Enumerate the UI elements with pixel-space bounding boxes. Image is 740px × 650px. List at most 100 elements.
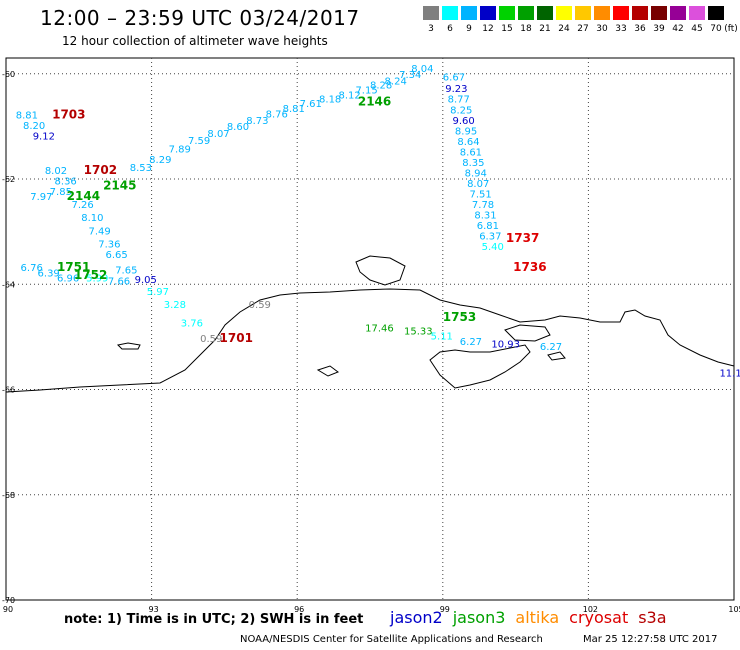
scale-label: 21 — [539, 24, 551, 34]
lon-tick-label: 93 — [149, 605, 159, 614]
wave-height-value: 8.31 — [474, 210, 496, 221]
scale-swatch — [423, 6, 439, 20]
wave-height-value: 8.61 — [460, 147, 482, 158]
coastline-main — [5, 288, 735, 393]
island-5 — [547, 351, 566, 361]
wave-height-value: 6.81 — [477, 221, 499, 232]
scale-label: 30 — [596, 24, 608, 34]
scale-swatch — [670, 6, 686, 20]
wave-height-value: 9.60 — [453, 116, 475, 127]
lon-tick-label: 105 — [728, 605, 740, 614]
wave-height-value: 7.66 — [108, 276, 130, 287]
page-subtitle: 12 hour collection of altimeter wave hei… — [62, 34, 328, 48]
scale-swatch — [537, 6, 553, 20]
coastline-ice-shelf — [429, 344, 531, 389]
wave-height-value: 9.12 — [33, 132, 55, 143]
wave-height-value: 6.65 — [105, 250, 127, 261]
scale-label: 33 — [615, 24, 627, 34]
scale-label: 45 — [691, 24, 703, 34]
footer-note: note: 1) Time is in UTC; 2) SWH is in fe… — [64, 612, 364, 627]
wave-height-value: 8.76 — [266, 109, 288, 120]
wave-height-value: 8.24 — [385, 76, 407, 87]
pass-time-label: 1751 — [57, 260, 90, 274]
wave-height-value: 8.60 — [227, 122, 249, 133]
wave-height-value: 8.12 — [338, 91, 360, 102]
satellite-legend-cryosat: cryosat — [569, 608, 629, 627]
map-frame — [5, 57, 735, 601]
wave-height-value: 8.02 — [45, 166, 67, 177]
pass-time-label: 1753 — [443, 310, 476, 324]
wave-height-value: 7.51 — [469, 189, 491, 200]
scale-swatch — [518, 6, 534, 20]
wave-height-value: 10.93 — [491, 339, 520, 350]
wave-height-value: 8.29 — [149, 155, 171, 166]
wave-height-value: 7.34 — [399, 70, 421, 81]
wave-height-value: 8.77 — [448, 95, 470, 106]
lat-tick-label: -70 — [2, 596, 15, 605]
satellite-legend-jason2: jason2 — [390, 608, 443, 627]
satellite-legend-jason3: jason3 — [452, 608, 506, 627]
wave-height-value: 7.49 — [89, 226, 111, 237]
scale-swatch — [480, 6, 496, 20]
island-3 — [116, 342, 141, 350]
lon-tick-label: 90 — [3, 605, 13, 614]
scale-label: 15 — [501, 24, 513, 34]
wave-height-value: 8.10 — [81, 213, 103, 224]
lat-tick-label: -62 — [2, 175, 15, 184]
lat-tick-label: -64 — [2, 280, 15, 289]
island-2 — [504, 324, 551, 342]
wave-height-value: 8.36 — [55, 176, 77, 187]
pass-time-label: 1702 — [84, 163, 117, 177]
wave-height-value: 6.27 — [460, 337, 482, 348]
pass-time-label: 1736 — [513, 260, 546, 274]
wave-height-value: 8.53 — [130, 163, 152, 174]
wave-height-value: 7.89 — [169, 145, 191, 156]
scale-swatch — [651, 6, 667, 20]
wave-height-value: 7.15 — [355, 85, 377, 96]
lon-tick-label: 102 — [583, 605, 598, 614]
scale-swatch — [556, 6, 572, 20]
wave-height-value: 6.27 — [540, 342, 562, 353]
scale-label: 12 — [482, 24, 494, 34]
wave-height-value: 5.97 — [147, 287, 169, 298]
wave-height-value: 11.16 — [719, 368, 740, 379]
wave-height-value: 8.07 — [467, 179, 489, 190]
wave-height-value: 5.99 — [86, 274, 108, 285]
wave-height-value: 0.59 — [249, 300, 271, 311]
pass-time-label: 2144 — [67, 189, 100, 203]
wave-height-value: 6.39 — [38, 268, 60, 279]
scale-swatch — [632, 6, 648, 20]
wave-height-value: 9.23 — [445, 84, 467, 95]
measurement-labels: 8.818.209.128.028.367.977.857.268.107.49… — [16, 64, 740, 379]
wave-height-value: 8.07 — [207, 129, 229, 140]
wave-height-value: 5.40 — [482, 242, 504, 253]
scale-label: 6 — [447, 24, 453, 34]
axis-labels: 90 93 96 99 102 105 -60 -62 -64 -66 -68 -70 — [2, 70, 740, 614]
wave-height-value: 6.37 — [479, 232, 501, 243]
wave-height-value: 7.78 — [472, 200, 494, 211]
wave-height-value: 8.94 — [465, 168, 487, 179]
scale-label: 9 — [466, 24, 472, 34]
wave-height-value: 8.20 — [23, 121, 45, 132]
lat-tick-label: -68 — [2, 491, 15, 500]
lat-tick-label: -60 — [2, 70, 15, 79]
pass-time-label: 1737 — [506, 231, 539, 245]
scale-swatch — [594, 6, 610, 20]
wave-height-value: 7.85 — [50, 187, 72, 198]
wave-height-value: 8.04 — [411, 64, 433, 75]
scale-label: 27 — [577, 24, 589, 34]
wave-height-value: 9.05 — [135, 275, 157, 286]
scale-swatch — [613, 6, 629, 20]
pass-time-label: 1752 — [74, 268, 107, 282]
wave-height-value: 8.25 — [450, 105, 472, 116]
wave-height-value: 7.26 — [72, 200, 94, 211]
wave-height-value: 8.64 — [457, 137, 479, 148]
pass-time-label: 1701 — [220, 331, 253, 345]
island-4 — [316, 365, 340, 377]
wave-height-value: 7.36 — [98, 239, 120, 250]
scale-label: 39 — [653, 24, 665, 34]
pass-time-label: 2146 — [358, 94, 391, 108]
lon-tick-label: 96 — [294, 605, 304, 614]
satellite-legend-s3a: s3a — [638, 608, 667, 627]
